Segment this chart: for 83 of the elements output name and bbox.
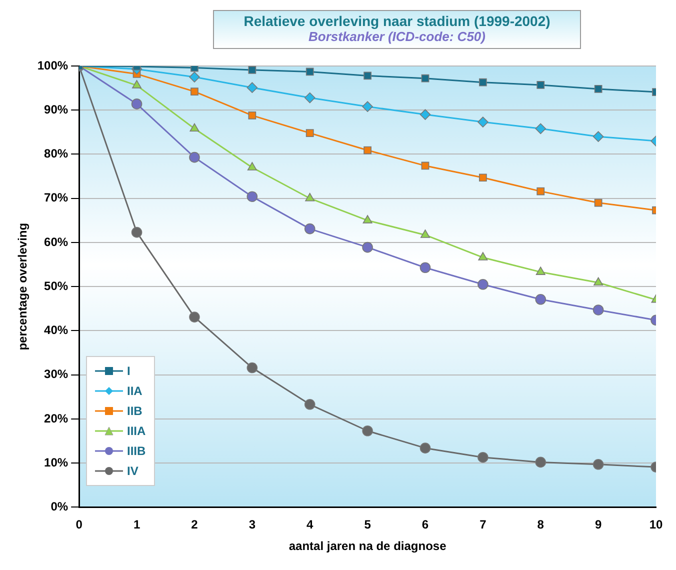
point — [478, 116, 488, 128]
point — [190, 66, 198, 72]
point — [536, 266, 546, 275]
point — [592, 131, 604, 142]
point — [131, 226, 142, 238]
legend-label: I — [127, 364, 130, 378]
chart-subtitle: Borstkanker (ICD-code: C50) — [308, 29, 486, 44]
point — [594, 85, 602, 93]
point — [420, 262, 431, 274]
point — [421, 162, 430, 170]
x-tick-label: 10 — [649, 518, 663, 532]
legend-label: IIB — [127, 404, 142, 418]
y-tick-label: 50% — [44, 278, 68, 293]
point — [189, 152, 200, 163]
point — [246, 82, 258, 94]
chart-title: Relatieve overleving naar stadium (1999-2002) — [242, 13, 552, 29]
point — [189, 72, 200, 82]
x-tick-label: 5 — [364, 518, 372, 532]
y-tick-label: 40% — [44, 323, 68, 338]
point — [478, 174, 487, 182]
y-tick-label: 100% — [37, 58, 68, 72]
point — [592, 459, 604, 470]
point — [535, 123, 546, 134]
point — [248, 111, 256, 120]
point — [248, 66, 256, 74]
point — [592, 304, 604, 316]
point — [594, 198, 602, 207]
point — [364, 72, 372, 80]
point — [189, 312, 200, 322]
x-tick-label: 9 — [594, 518, 602, 532]
point — [306, 129, 314, 137]
x-tick-label: 3 — [248, 518, 256, 532]
point — [304, 399, 316, 410]
x-tick-label: 2 — [191, 518, 198, 532]
point — [304, 223, 316, 234]
y-tick-label: 70% — [44, 190, 68, 205]
y-tick-label: 10% — [44, 455, 68, 470]
point — [420, 109, 431, 120]
x-axis-title: aantal jaren na de diagnose — [288, 539, 447, 554]
point — [306, 68, 314, 76]
point — [594, 277, 604, 286]
point — [478, 278, 488, 290]
x-tick-label: 8 — [537, 518, 544, 532]
point — [420, 442, 431, 454]
point — [190, 123, 200, 132]
point — [362, 101, 373, 112]
point — [536, 187, 545, 196]
legend-label: IIIB — [127, 444, 146, 458]
y-tick-label: 60% — [44, 234, 68, 249]
point — [132, 80, 142, 88]
x-tick-label: 6 — [422, 518, 429, 532]
point — [478, 452, 488, 463]
point — [190, 88, 198, 96]
y-tick-label: 0% — [50, 500, 68, 514]
x-tick-label: 7 — [480, 518, 487, 532]
point — [362, 425, 373, 436]
point — [362, 215, 372, 224]
point — [304, 92, 316, 104]
legend-label: IIIA — [127, 424, 146, 438]
point — [421, 74, 430, 82]
y-axis-title: percentage overleving — [16, 222, 30, 350]
point — [131, 98, 142, 110]
x-tick-label: 4 — [306, 518, 314, 532]
x-tick-label: 1 — [133, 518, 140, 532]
point — [420, 230, 430, 238]
point — [364, 146, 372, 154]
y-tick-label: 80% — [44, 146, 68, 161]
legend-label: IIA — [127, 384, 142, 398]
legend-label: IV — [127, 464, 138, 478]
y-tick-label: 90% — [44, 102, 68, 116]
y-tick-label: 30% — [44, 367, 68, 382]
y-tick-label: 20% — [44, 411, 68, 426]
point — [478, 78, 487, 86]
point — [246, 362, 258, 374]
point — [478, 252, 488, 260]
point — [246, 191, 258, 202]
point — [247, 162, 257, 170]
x-tick-label: 0 — [76, 518, 83, 532]
point — [362, 242, 373, 253]
point — [535, 456, 546, 468]
point — [305, 192, 315, 202]
point — [536, 81, 545, 89]
point — [535, 294, 546, 305]
